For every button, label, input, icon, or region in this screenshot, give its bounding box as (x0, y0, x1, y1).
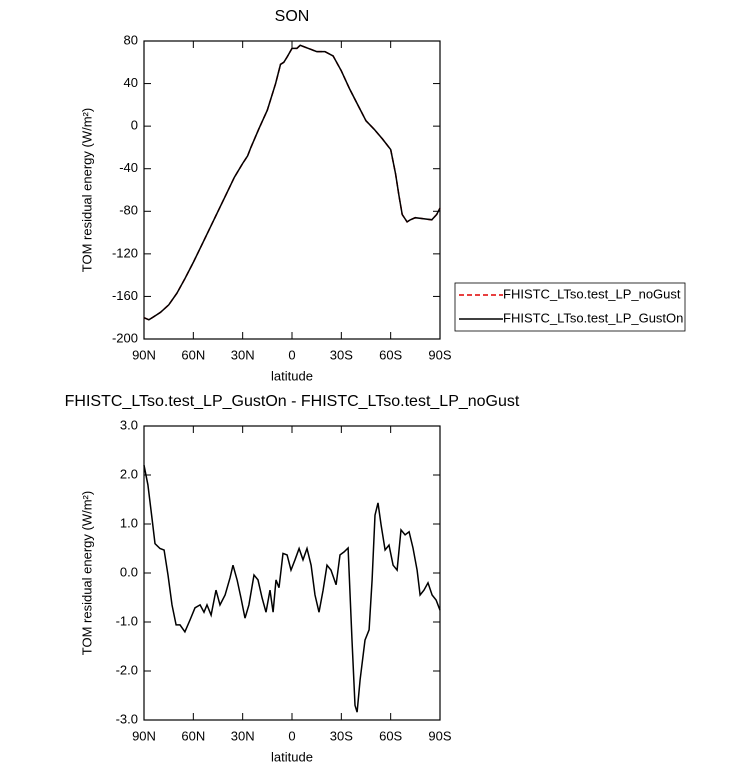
x-tick-label: 60S (379, 728, 402, 743)
y-tick-label: -80 (119, 203, 138, 218)
x-tick-label: 60S (379, 347, 402, 362)
y-tick-label: 0 (131, 118, 138, 133)
y-tick-label: -2.0 (116, 662, 138, 677)
data-line (143, 44, 441, 321)
x-tick-label: 30N (231, 347, 255, 362)
y-tick-label: 80 (124, 32, 138, 47)
legend-frame (454, 282, 686, 332)
x-axis-label: latitude (271, 749, 313, 764)
x-tick-label: 60N (181, 347, 205, 362)
x-tick-label: 30S (330, 728, 353, 743)
y-tick-label: 3.0 (120, 417, 138, 432)
y-axis-label: TOM residual energy (W/m²) (79, 108, 94, 272)
x-tick-label: 90N (132, 728, 156, 743)
chart-title: SON (275, 8, 310, 25)
x-tick-label: 60N (181, 728, 205, 743)
data-line (143, 44, 441, 321)
y-tick-label: -120 (112, 245, 138, 260)
y-tick-label: 1.0 (120, 515, 138, 530)
plot-frame (143, 425, 441, 721)
y-tick-label: -160 (112, 288, 138, 303)
x-tick-label: 0 (288, 728, 295, 743)
x-axis-label: latitude (271, 368, 313, 383)
x-tick-label: 30N (231, 728, 255, 743)
x-tick-label: 30S (330, 347, 353, 362)
y-tick-label: 2.0 (120, 466, 138, 481)
y-tick-label: 40 (124, 75, 138, 90)
x-tick-label: 90S (428, 347, 451, 362)
legend-label: FHISTC_LTso.test_LP_GustOn (503, 310, 683, 325)
chart-title: FHISTC_LTso.test_LP_GustOn - FHISTC_LTso… (65, 393, 520, 410)
y-tick-label: -40 (119, 160, 138, 175)
x-tick-label: 90N (132, 347, 156, 362)
plot-frame (143, 40, 441, 340)
y-tick-label: -1.0 (116, 613, 138, 628)
legend-label: FHISTC_LTso.test_LP_noGust (503, 286, 681, 301)
y-axis-label: TOM residual energy (W/m²) (79, 491, 94, 655)
data-line (143, 465, 441, 713)
y-tick-label: 0.0 (120, 564, 138, 579)
y-tick-label: -3.0 (116, 711, 138, 726)
x-tick-label: 0 (288, 347, 295, 362)
x-tick-label: 90S (428, 728, 451, 743)
y-tick-label: -200 (112, 330, 138, 345)
